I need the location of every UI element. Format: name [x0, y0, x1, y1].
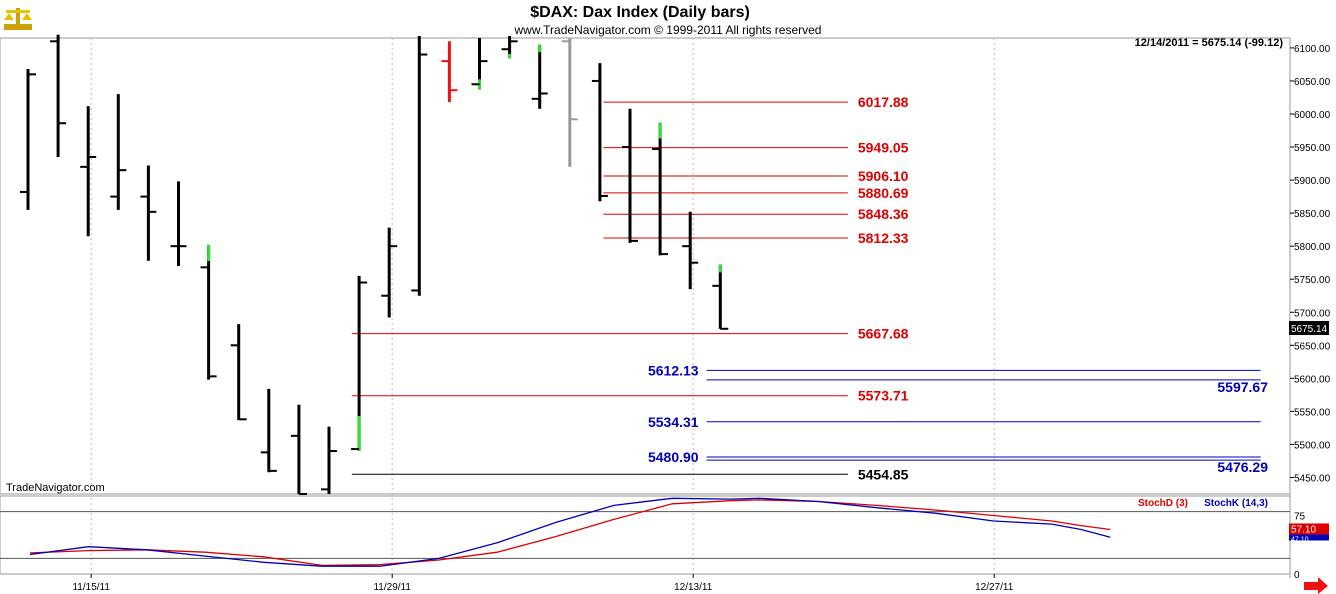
stoch-series-line [29, 499, 1111, 567]
y-tick-label: 5450.00 [1294, 473, 1331, 484]
level-label: 5667.68 [858, 326, 909, 342]
ohlc-bar [110, 94, 127, 210]
x-axis-ticks: 11/15/11 11/29/11 12/13/11 12/27/11 [72, 574, 1014, 593]
level-label: 6017.88 [858, 94, 909, 110]
scroll-right-arrow-icon[interactable] [1304, 577, 1328, 594]
stoch-series-line [29, 497, 1111, 567]
level-label: 5534.31 [648, 414, 699, 430]
y-tick-label: 6100.00 [1294, 44, 1331, 55]
legend-stochd: StochD (3) [1138, 498, 1188, 509]
y-tick-label: 6050.00 [1294, 77, 1331, 88]
y-tick-label: 5750.00 [1294, 275, 1331, 286]
ohlc-bar [50, 34, 67, 157]
x-tick-label: 11/29/11 [373, 582, 411, 593]
ohlc-bar [321, 426, 337, 494]
ohlc-bars [20, 34, 729, 495]
legend-stochk: StochK (14,3) [1204, 498, 1268, 509]
level-label: 5597.67 [1217, 379, 1268, 395]
ohlc-bar [441, 41, 458, 103]
level-label: 5476.29 [1217, 459, 1268, 475]
level-label: 5480.90 [648, 449, 699, 465]
ohlc-bar [170, 181, 187, 266]
y-tick-label: 5600.00 [1294, 374, 1331, 385]
ohlc-bar [140, 165, 157, 261]
stoch-legend: StochD (3) StochK (14,3) [1138, 498, 1268, 509]
ohlc-bar [531, 44, 548, 109]
stoch-tick-75: 75 [1294, 512, 1306, 523]
y-tick-label: 5700.00 [1294, 308, 1331, 319]
ohlc-bar [290, 404, 307, 495]
grid [90, 38, 995, 574]
level-label: 5880.69 [858, 185, 909, 201]
level-label: 5848.36 [858, 206, 909, 222]
level-label: 5573.71 [858, 388, 909, 404]
ohlc-bar [652, 122, 669, 256]
ohlc-bar [381, 227, 398, 318]
stochk-last-label: 47.10 [1291, 536, 1309, 543]
stochk-last-box [1289, 534, 1329, 541]
ohlc-bar [260, 388, 277, 473]
y-tick-label: 5850.00 [1294, 209, 1331, 220]
x-tick-label: 12/27/11 [975, 582, 1014, 593]
y-tick-label: 5950.00 [1294, 143, 1331, 154]
ohlc-bar [200, 244, 217, 380]
x-tick-label: 11/15/11 [72, 582, 110, 593]
level-label: 5812.33 [858, 230, 909, 246]
last-price-marker: 5675.14 [1289, 321, 1329, 335]
scale-logo-icon [4, 8, 32, 30]
ohlc-bar [712, 264, 729, 330]
stoch-panel [0, 495, 1291, 575]
level-label: 5906.10 [858, 168, 909, 184]
stochd-last-box [1289, 523, 1329, 535]
ohlc-bar [471, 38, 488, 90]
y-tick-label: 5650.00 [1294, 341, 1331, 352]
y-tick-label: 6000.00 [1294, 110, 1331, 121]
last-price-label: 5675.14 [1291, 324, 1328, 335]
ohlc-bar [351, 275, 368, 452]
y-tick-label: 5900.00 [1294, 176, 1331, 187]
ohlc-bar [230, 324, 247, 421]
ohlc-bar [561, 38, 578, 167]
y-axis-ticks: 6100.00 6050.00 6000.00 5950.00 5900.00 5850.… [1290, 44, 1331, 484]
chart-subtitle: www.TradeNavigator.com © 1999-2011 All r… [514, 23, 822, 37]
ohlc-bar [501, 36, 518, 59]
y-tick-label: 5800.00 [1294, 242, 1331, 253]
price-panel [0, 37, 1291, 495]
level-label: 5612.13 [648, 362, 699, 378]
x-tick-label: 12/13/11 [674, 582, 713, 593]
ohlc-bar [411, 36, 428, 296]
y-tick-label: 5500.00 [1294, 440, 1331, 451]
level-label: 5454.85 [858, 466, 909, 482]
ohlc-bar [20, 69, 36, 210]
chart-title: $DAX: Dax Index (Daily bars) [530, 4, 750, 21]
stochd-last-label: 57.10 [1291, 524, 1316, 535]
level-label: 5949.05 [858, 140, 909, 156]
ohlc-bar [622, 108, 638, 243]
watermark: TradeNavigator.com [6, 482, 105, 494]
last-bar-info: 12/14/2011 = 5675.14 (-99.12) [1135, 37, 1284, 49]
ohlc-bar [80, 106, 97, 237]
stoch-tick-0: 0 [1294, 570, 1300, 581]
chart-header: $DAX: Dax Index (Daily bars) www.TradeNa… [6, 4, 1283, 494]
ohlc-bar [682, 211, 699, 290]
ohlc-bar [591, 63, 608, 202]
y-tick-label: 5550.00 [1294, 407, 1331, 418]
